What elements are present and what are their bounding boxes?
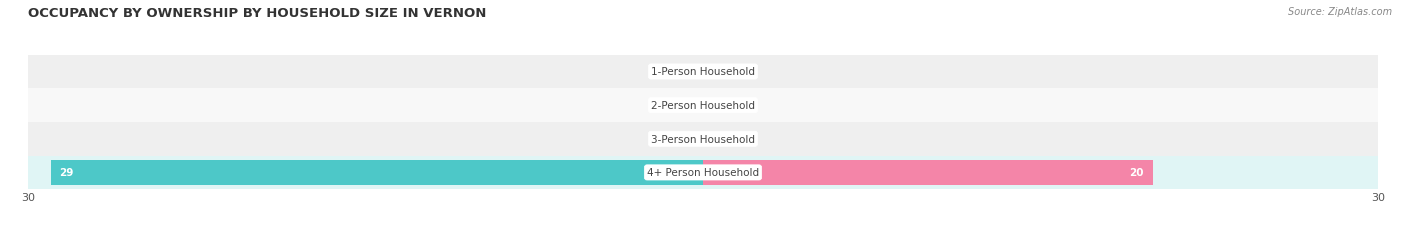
Text: OCCUPANCY BY OWNERSHIP BY HOUSEHOLD SIZE IN VERNON: OCCUPANCY BY OWNERSHIP BY HOUSEHOLD SIZE…	[28, 7, 486, 20]
Bar	[28, 55, 1378, 89]
Text: 0: 0	[685, 101, 692, 111]
Text: 0: 0	[714, 101, 721, 111]
Text: 2-Person Household: 2-Person Household	[651, 101, 755, 111]
Bar	[28, 156, 1378, 189]
Text: 0: 0	[685, 67, 692, 77]
Bar	[703, 161, 1153, 185]
Text: 4+ Person Household: 4+ Person Household	[647, 168, 759, 178]
Bar	[28, 89, 1378, 122]
Bar	[28, 122, 1378, 156]
Bar	[51, 161, 703, 185]
Text: Source: ZipAtlas.com: Source: ZipAtlas.com	[1288, 7, 1392, 17]
Text: 20: 20	[1129, 168, 1144, 178]
Text: 0: 0	[714, 67, 721, 77]
Text: 0: 0	[714, 134, 721, 144]
Text: 1-Person Household: 1-Person Household	[651, 67, 755, 77]
Text: 29: 29	[59, 168, 75, 178]
Text: 0: 0	[685, 134, 692, 144]
Text: 3-Person Household: 3-Person Household	[651, 134, 755, 144]
